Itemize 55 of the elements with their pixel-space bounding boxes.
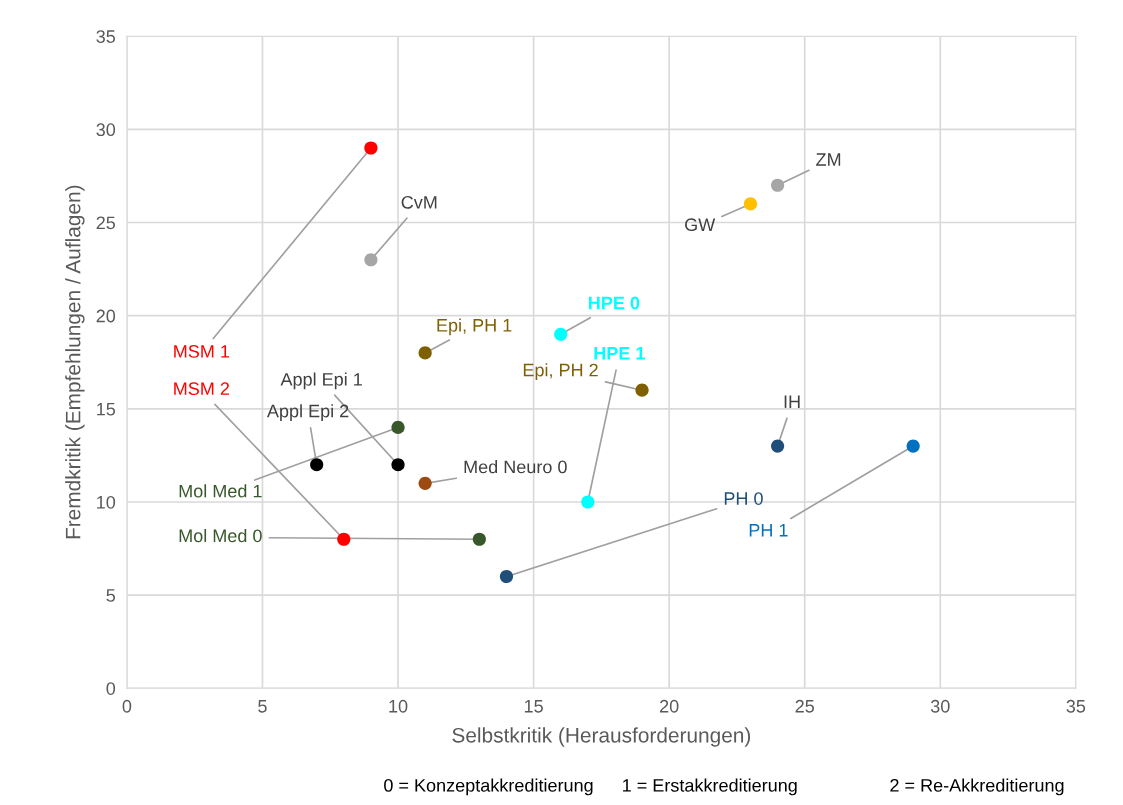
text: 2 = Re-Akkreditierung — [890, 778, 1064, 796]
y-tick-label: 5 — [106, 589, 116, 602]
series-label: HPE 0 — [589, 296, 640, 310]
series-label: GW — [685, 218, 716, 232]
y-tick-label: 0 — [106, 682, 116, 695]
x-tick-label: 5 — [258, 700, 267, 713]
text: ZM — [816, 153, 841, 166]
x-tick-label: 20 — [660, 699, 679, 713]
x-tick-label: 15 — [524, 700, 543, 713]
text: Mol Med 0 — [179, 528, 262, 543]
y-tick-label: 30 — [96, 123, 116, 137]
point — [499, 569, 514, 584]
point — [337, 532, 351, 546]
y-tick-label: 20 — [96, 309, 116, 323]
text: Appl Epi 2 — [266, 404, 349, 421]
point — [771, 439, 785, 453]
y-tick-label: 25 — [96, 216, 116, 230]
text: PH 1 — [749, 524, 788, 537]
y-tick-label: 10 — [97, 495, 116, 509]
text: 0 = Konzeptakkreditierung — [384, 778, 593, 796]
point — [418, 346, 432, 360]
x-tick-label: 35 — [1066, 699, 1086, 713]
series-label: Med Neuro 0 — [464, 460, 567, 474]
point — [391, 458, 405, 472]
point — [635, 383, 649, 397]
text: HPE 1 — [594, 347, 645, 360]
text: CvM — [401, 195, 437, 209]
point — [743, 197, 758, 211]
point — [581, 495, 595, 509]
point — [771, 178, 785, 192]
text: Mol Med 1 — [179, 484, 262, 498]
text: MSM 1 — [174, 345, 230, 358]
point — [554, 327, 568, 341]
series-label: IH — [784, 395, 800, 408]
y-axis-title: Fremdkritik (Empfehlungen / Auflagen) — [65, 185, 85, 539]
point — [472, 532, 486, 546]
y-tick-label: 15 — [97, 402, 116, 416]
series-label: Epi, PH 1 — [437, 318, 512, 336]
text: 1 = Erstakkreditierung — [623, 778, 797, 796]
x-tick-label: 10 — [389, 699, 408, 713]
text: Epi, PH 2 — [523, 363, 598, 380]
y-tick-label: 35 — [96, 30, 116, 43]
point — [310, 458, 324, 472]
point — [391, 420, 405, 435]
text: Appl Epi 1 — [280, 372, 362, 390]
point — [906, 439, 920, 453]
x-tick-label: 0 — [122, 699, 132, 713]
point — [364, 141, 378, 155]
text: PH 0 — [724, 492, 763, 505]
text: MSM 2 — [174, 382, 230, 396]
x-tick-label: 30 — [930, 699, 950, 713]
point — [364, 253, 378, 267]
x-tick-label: 25 — [795, 699, 814, 713]
point — [418, 476, 432, 490]
x-axis-title: Selbstkritik (Herausforderungen) — [452, 727, 751, 747]
